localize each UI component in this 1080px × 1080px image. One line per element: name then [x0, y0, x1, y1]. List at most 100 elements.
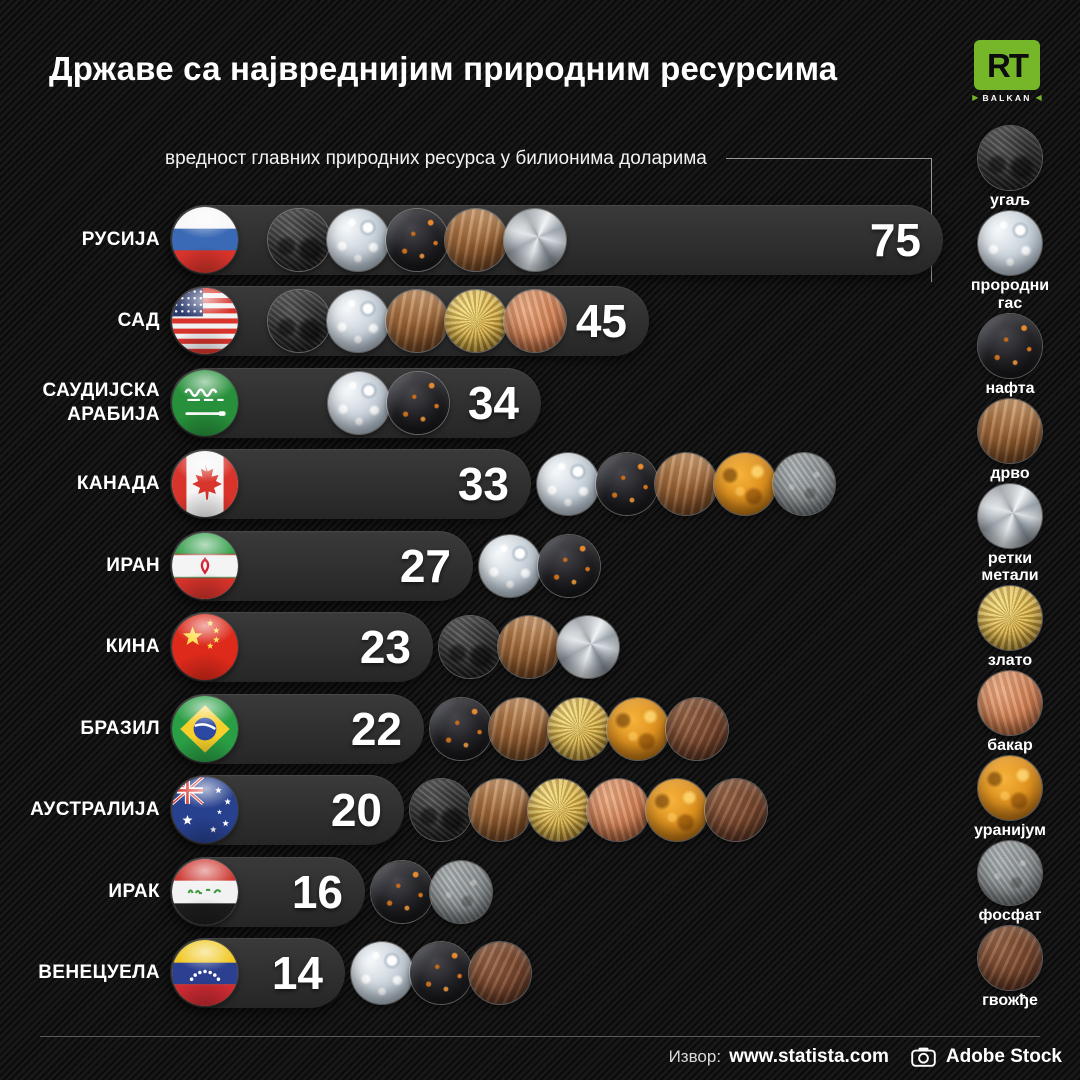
resource-drvo-icon: [489, 698, 551, 760]
source-url: www.statista.com: [729, 1046, 889, 1067]
resource-gas-icon: [351, 942, 413, 1004]
source-label: Извор:: [668, 1047, 722, 1066]
country-row-iran: ИРАН 27: [40, 529, 1050, 603]
country-row-venezuela: ВЕНЕЦУЕЛА 14: [38, 936, 1050, 1010]
country-row-australia: АУСТРАЛИЈА 20: [30, 773, 1050, 847]
legend-label-drvo: дрво: [990, 464, 1030, 482]
footer: Извор: www.statista.com Adobe Stock: [669, 1046, 1062, 1068]
legend-item-zlato: злато: [961, 586, 1059, 670]
resource-gvozdje-icon: [705, 779, 767, 841]
legend-label-uranijum: уранијум: [974, 822, 1046, 840]
value-bar-iran: 27: [170, 531, 473, 601]
credit-label: Adobe Stock: [945, 1046, 1062, 1067]
resource-icons-venezuela: [351, 942, 531, 1004]
resource-uranijum-icon-legend: [978, 756, 1042, 821]
camera-icon: [911, 1047, 936, 1067]
resource-icons-iran: [479, 535, 600, 597]
rt-logo-text: RT: [987, 46, 1029, 84]
resource-gas-icon: [328, 372, 390, 434]
resource-gas-icon-legend: [978, 210, 1042, 275]
value-bar-australia: 20: [170, 775, 404, 845]
legend-label-ugalj: угаљ: [990, 192, 1030, 209]
country-label-usa: САД: [117, 310, 160, 332]
resource-icons-russia: [268, 209, 566, 271]
resource-icons-brazil: [430, 698, 728, 760]
resource-drvo-icon: [445, 209, 507, 271]
country-label-venezuela: ВЕНЕЦУЕЛА: [38, 962, 160, 984]
country-label-iran: ИРАН: [106, 555, 160, 577]
resource-gvozdje-icon: [666, 698, 728, 760]
flag-usa-icon: [172, 288, 238, 354]
value-label-russia: 75: [869, 214, 921, 266]
resource-zlato-icon: [528, 779, 590, 841]
footer-divider: [40, 1036, 1040, 1037]
resource-gas-icon: [327, 209, 389, 271]
legend-item-nafta: нафта: [961, 313, 1059, 398]
value-label-saudi-arabia: 34: [467, 377, 519, 429]
resource-retki-icon: [557, 616, 619, 678]
country-row-iraq: ИРАК 16: [40, 855, 1050, 929]
value-label-canada: 33: [457, 458, 509, 510]
flag-saudi-arabia-icon: [172, 370, 238, 436]
resource-gas-icon: [537, 453, 599, 515]
value-bar-canada: 33: [170, 449, 531, 519]
resource-fosfat-icon: [773, 453, 835, 515]
rt-balkan-strip: ▶ BALKAN ◀: [972, 93, 1041, 103]
value-label-iraq: 16: [291, 866, 343, 918]
legend-item-drvo: дрво: [961, 398, 1059, 483]
resource-drvo-icon: [655, 453, 717, 515]
resource-ugalj-icon-legend: [978, 126, 1042, 190]
legend-item-retki: ретки метали: [961, 483, 1059, 586]
country-label-china: КИНА: [105, 636, 160, 658]
subtitle-connector-horizontal: [726, 158, 932, 159]
country-row-russia: РУСИЈА 75: [40, 203, 1050, 277]
country-row-saudi-arabia: САУДИЈСКА АРАБИЈА 34: [40, 366, 1050, 440]
value-bar-brazil: 22: [170, 694, 424, 764]
resource-uranijum-icon: [607, 698, 669, 760]
flag-brazil-icon: [172, 696, 238, 762]
country-label-iraq: ИРАК: [108, 881, 160, 903]
resource-bakar-icon: [504, 290, 566, 352]
legend-label-bakar: бакар: [987, 737, 1033, 755]
resource-gvozdje-icon: [469, 942, 531, 1004]
country-label-brazil: БРАЗИЛ: [80, 718, 160, 740]
resource-nafta-icon: [410, 942, 472, 1004]
resource-zlato-icon: [445, 290, 507, 352]
play-arrow-right-icon: ▶: [972, 93, 979, 102]
country-row-brazil: БРАЗИЛ 22: [40, 692, 1050, 766]
value-bar-saudi-arabia: 34: [170, 368, 541, 438]
legend-label-retki: ретки метали: [981, 549, 1039, 585]
page-title: Државе са највреднијим природним ресурси…: [49, 50, 838, 87]
country-label-saudi-arabia: САУДИЈСКА АРАБИЈА: [42, 380, 160, 425]
country-label-russia: РУСИЈА: [81, 229, 160, 251]
resource-icons-canada: [537, 453, 835, 515]
flag-canada-icon: [172, 451, 238, 517]
flag-russia-icon: [172, 207, 238, 273]
resource-nafta-icon-legend: [978, 313, 1042, 378]
flag-venezuela-icon: [172, 940, 238, 1006]
legend-label-nafta: нафта: [985, 379, 1035, 397]
value-label-china: 23: [359, 621, 411, 673]
flag-china-icon: [172, 614, 238, 680]
resource-nafta-icon: [430, 698, 492, 760]
legend-item-uranijum: уранијум: [961, 756, 1059, 840]
resource-drvo-icon-legend: [978, 398, 1042, 463]
value-label-venezuela: 14: [271, 947, 323, 999]
legend-label-fosfat: фосфат: [978, 907, 1042, 925]
resource-nafta-icon: [538, 535, 600, 597]
resource-uranijum-icon: [714, 453, 776, 515]
value-bar-iraq: 16: [170, 857, 365, 927]
resource-legend: угаљ прородни гас нафта дрво ретки метали зла…: [946, 126, 1074, 1011]
resource-ugalj-icon: [410, 779, 472, 841]
resource-icons-iraq: [371, 861, 492, 923]
value-bar-venezuela: 14: [170, 938, 345, 1008]
legend-label-gas: прородни гас: [970, 276, 1050, 312]
legend-item-fosfat: фосфат: [961, 841, 1059, 925]
resource-fosfat-icon: [430, 861, 492, 923]
flag-australia-icon: [172, 777, 238, 843]
value-label-brazil: 22: [350, 703, 402, 755]
resource-nafta-icon: [371, 861, 433, 923]
resource-ugalj-icon: [268, 209, 330, 271]
resource-nafta-icon: [596, 453, 658, 515]
